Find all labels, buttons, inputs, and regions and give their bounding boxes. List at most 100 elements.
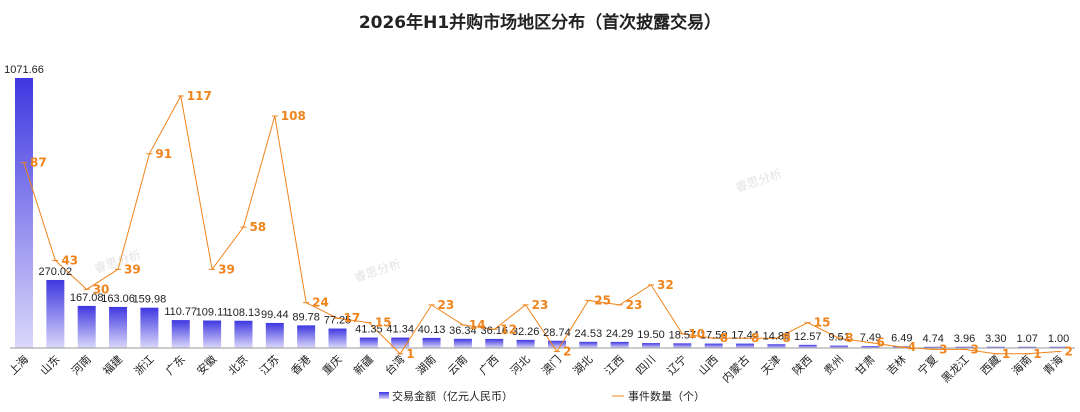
category-label: 上海: [6, 352, 31, 377]
count-value-label: 12: [500, 322, 517, 336]
category-label: 台湾: [382, 352, 407, 377]
count-value-label: 91: [155, 147, 172, 161]
category-label: 青海: [1040, 352, 1065, 377]
bar: [579, 341, 598, 348]
bar: [547, 340, 566, 348]
count-value-label: 3: [971, 342, 979, 356]
category-label: 陕西: [789, 352, 814, 377]
category-label: 山东: [38, 353, 63, 378]
count-value-label: 43: [61, 253, 78, 267]
count-value-label: 39: [124, 262, 141, 276]
bar: [516, 339, 535, 348]
bar-value-label: 108.13: [227, 307, 261, 319]
legend-line-label: 事件数量（个）: [628, 390, 705, 403]
category-label: 四川: [633, 353, 658, 378]
bar: [328, 328, 347, 348]
bar: [986, 346, 1005, 348]
category-label: 吉林: [883, 352, 908, 377]
bar-value-label: 1.07: [1016, 333, 1037, 345]
bar: [704, 343, 723, 348]
category-label: 河南: [69, 353, 94, 378]
category-label: 浙江: [132, 353, 157, 378]
category-label: 重庆: [319, 352, 344, 377]
category-label: 香港: [289, 353, 314, 378]
category-label: 黑龙江: [939, 353, 972, 386]
bar: [77, 305, 96, 348]
category-labels: 上海 山东 河南 福建 浙江 广东 安徽 北京 江苏 香港 重庆 新疆 台湾 湖南 云南 广西 河北 澳门 湖北 江西…: [6, 352, 1066, 385]
count-value-label: 8: [782, 331, 790, 345]
bar: [736, 343, 755, 348]
count-value-label: 117: [187, 89, 212, 103]
category-label: 福建: [100, 352, 125, 377]
bar-value-label: 41.34: [386, 324, 414, 336]
category-label: 西藏: [978, 353, 1003, 378]
count-value-label: 4: [908, 340, 916, 354]
category-label: 辽宁: [664, 352, 689, 377]
category-label: 山西: [696, 353, 721, 378]
bar: [453, 338, 472, 348]
count-value-label: 15: [375, 316, 392, 330]
count-line: [23, 94, 1059, 355]
category-label: 甘肃: [853, 353, 878, 378]
watermark-group: 睿思分析 睿思分析 睿思分析: [92, 166, 783, 285]
bar-value-label: 167.08: [70, 292, 104, 304]
count-value-label: 2: [563, 345, 571, 359]
bar-value-label: 270.02: [39, 266, 73, 278]
bar-value-label: 77.25: [324, 315, 352, 327]
count-value-label: 58: [249, 220, 266, 234]
bar-value-label: 18.57: [669, 329, 697, 341]
bar: [359, 337, 378, 348]
count-value-label: 23: [532, 298, 549, 312]
bar: [830, 345, 849, 348]
bar-value-label: 1071.66: [4, 64, 44, 76]
category-label: 内蒙古: [719, 352, 752, 385]
bar-value-label: 159.98: [133, 294, 167, 306]
chart-title: 2026年H1并购市场地区分布（首次披露交易）: [359, 12, 721, 33]
category-label: 河北: [508, 353, 533, 378]
bar-value-label: 4.74: [922, 333, 943, 345]
bar: [924, 346, 943, 348]
bar: [234, 320, 253, 348]
bar: [422, 337, 441, 348]
count-value-label: 8: [720, 331, 728, 345]
count-value-label: 10: [688, 327, 705, 341]
bar-value-label: 28.74: [543, 327, 571, 339]
bar-value-label: 7.49: [860, 332, 881, 344]
bar-value-label: 41.35: [355, 324, 383, 336]
bar-value-label: 109.11: [196, 307, 229, 319]
bar: [109, 306, 128, 348]
bar: [1018, 346, 1037, 348]
count-value-label: 25: [594, 293, 611, 307]
count-value-label: 23: [438, 298, 455, 312]
count-line-series: [21, 94, 1062, 355]
bar-value-label: 36.34: [449, 325, 477, 337]
bar-value-label: 89.78: [292, 311, 320, 323]
category-label: 海南: [1009, 352, 1034, 377]
count-value-label: 108: [281, 109, 306, 123]
bar-value-label: 17.59: [700, 330, 728, 342]
category-label: 湖南: [414, 353, 439, 378]
bar-value-label: 12.57: [794, 331, 822, 343]
bar: [642, 343, 660, 348]
count-value-label: 32: [657, 278, 674, 292]
count-value-label: 2: [1065, 345, 1073, 359]
count-value-label: 30: [93, 282, 110, 296]
bar-value-label: 24.29: [606, 328, 634, 340]
bar-value-label: 3.30: [985, 333, 1006, 345]
bar: [861, 346, 880, 348]
watermark-middle: 睿思分析: [352, 256, 402, 285]
category-label: 江苏: [257, 353, 282, 378]
bar: [46, 279, 65, 348]
bar-value-label: 17.44: [731, 330, 759, 342]
count-value-label: 1: [1002, 347, 1010, 361]
count-value-label: 8: [845, 331, 853, 345]
bar-value-label: 19.50: [637, 329, 665, 341]
bar: [955, 346, 974, 348]
category-label: 天津: [759, 353, 784, 378]
category-label: 宁夏: [915, 352, 940, 377]
bar-value-label: 36.16: [480, 325, 508, 337]
bar: [171, 320, 190, 348]
count-value-label: 23: [626, 298, 643, 312]
count-value-label: 14: [469, 318, 486, 332]
